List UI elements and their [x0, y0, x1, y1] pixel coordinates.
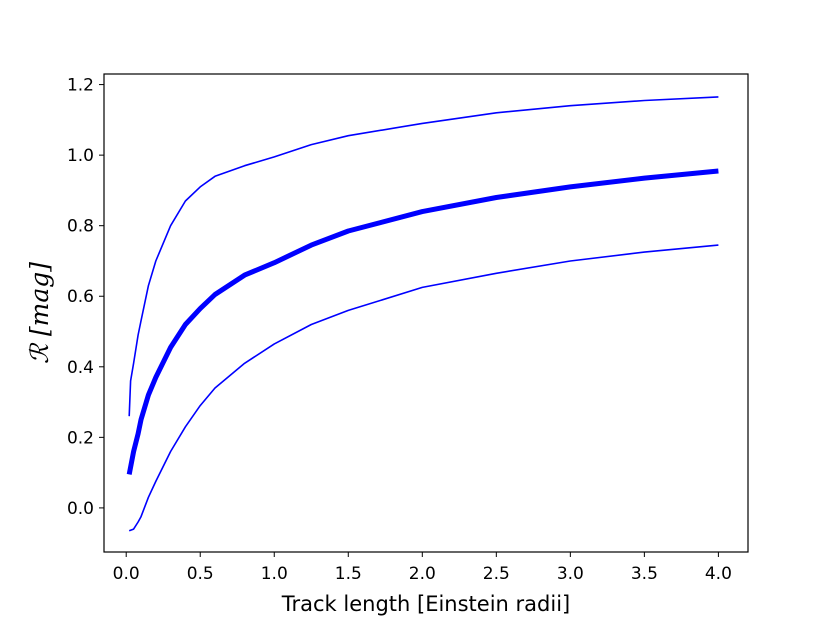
x-tick-label: 2.0	[409, 564, 436, 584]
ticks-layer: 0.0 0.5 1.0 1.5 2.0 2.5 3.0 3.5 4.0 0.0 0.2 0.4 0.6 0…	[67, 76, 732, 584]
series-line-1	[128, 96, 719, 417]
y-tick-label: 0.6	[67, 287, 94, 307]
y-tick-label: 1.2	[67, 76, 94, 96]
y-tick-label: 0.2	[67, 428, 94, 448]
y-tick-label: 1.0	[67, 146, 94, 166]
series-layer	[126, 96, 719, 532]
x-tick-label: 0.0	[113, 564, 140, 584]
series-line-2	[126, 168, 719, 475]
x-tick-label: 3.0	[557, 564, 584, 584]
y-tick-label: 0.0	[67, 499, 94, 519]
x-tick-label: 0.5	[187, 564, 214, 584]
plot-frame	[103, 73, 749, 553]
x-tick-label: 1.0	[261, 564, 288, 584]
x-tick-label: 4.0	[705, 564, 732, 584]
y-tick-label: 0.8	[67, 217, 94, 237]
y-tick-label: 0.4	[67, 358, 94, 378]
x-tick-label: 2.5	[483, 564, 510, 584]
x-axis-label: Track length [Einstein radii]	[281, 592, 570, 616]
y-axis-label: ℛ [mag]	[25, 262, 54, 364]
x-tick-label: 1.5	[335, 564, 362, 584]
series-line-3	[128, 244, 719, 532]
x-tick-label: 3.5	[631, 564, 658, 584]
